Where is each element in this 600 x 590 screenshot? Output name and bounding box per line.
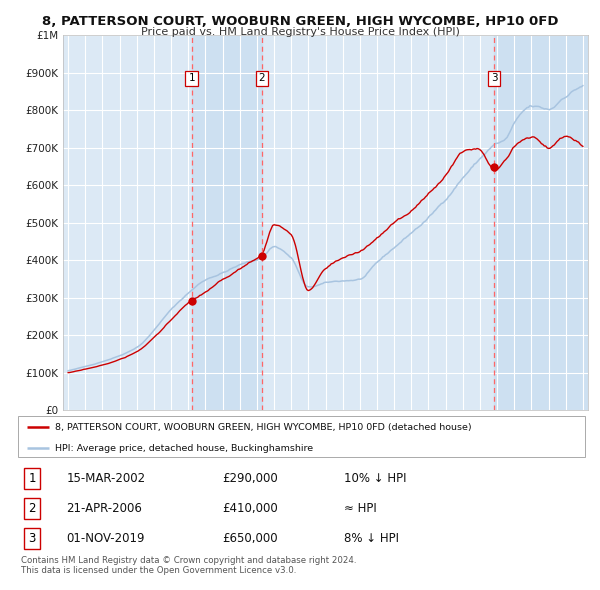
Text: £290,000: £290,000 — [222, 472, 278, 485]
Text: 10% ↓ HPI: 10% ↓ HPI — [344, 472, 407, 485]
Text: This data is licensed under the Open Government Licence v3.0.: This data is licensed under the Open Gov… — [21, 566, 296, 575]
Text: Contains HM Land Registry data © Crown copyright and database right 2024.: Contains HM Land Registry data © Crown c… — [21, 556, 356, 565]
Text: 8% ↓ HPI: 8% ↓ HPI — [344, 532, 399, 545]
Text: HPI: Average price, detached house, Buckinghamshire: HPI: Average price, detached house, Buck… — [55, 444, 313, 453]
Text: 21-APR-2006: 21-APR-2006 — [66, 502, 142, 515]
Text: ≈ HPI: ≈ HPI — [344, 502, 377, 515]
FancyBboxPatch shape — [18, 416, 585, 457]
Text: 2: 2 — [28, 502, 36, 515]
Text: £650,000: £650,000 — [222, 532, 278, 545]
Text: 8, PATTERSON COURT, WOOBURN GREEN, HIGH WYCOMBE, HP10 0FD: 8, PATTERSON COURT, WOOBURN GREEN, HIGH … — [42, 15, 558, 28]
Bar — [191, 35, 262, 410]
Text: 8, PATTERSON COURT, WOOBURN GREEN, HIGH WYCOMBE, HP10 0FD (detached house): 8, PATTERSON COURT, WOOBURN GREEN, HIGH … — [55, 422, 472, 432]
Text: 15-MAR-2002: 15-MAR-2002 — [66, 472, 145, 485]
Text: 1: 1 — [28, 472, 36, 485]
Text: 3: 3 — [28, 532, 36, 545]
Bar — [494, 35, 588, 410]
Text: 2: 2 — [259, 74, 265, 83]
Text: 01-NOV-2019: 01-NOV-2019 — [66, 532, 145, 545]
Text: £410,000: £410,000 — [222, 502, 278, 515]
Text: 3: 3 — [491, 74, 497, 83]
Text: 1: 1 — [188, 74, 195, 83]
Text: Price paid vs. HM Land Registry's House Price Index (HPI): Price paid vs. HM Land Registry's House … — [140, 27, 460, 37]
